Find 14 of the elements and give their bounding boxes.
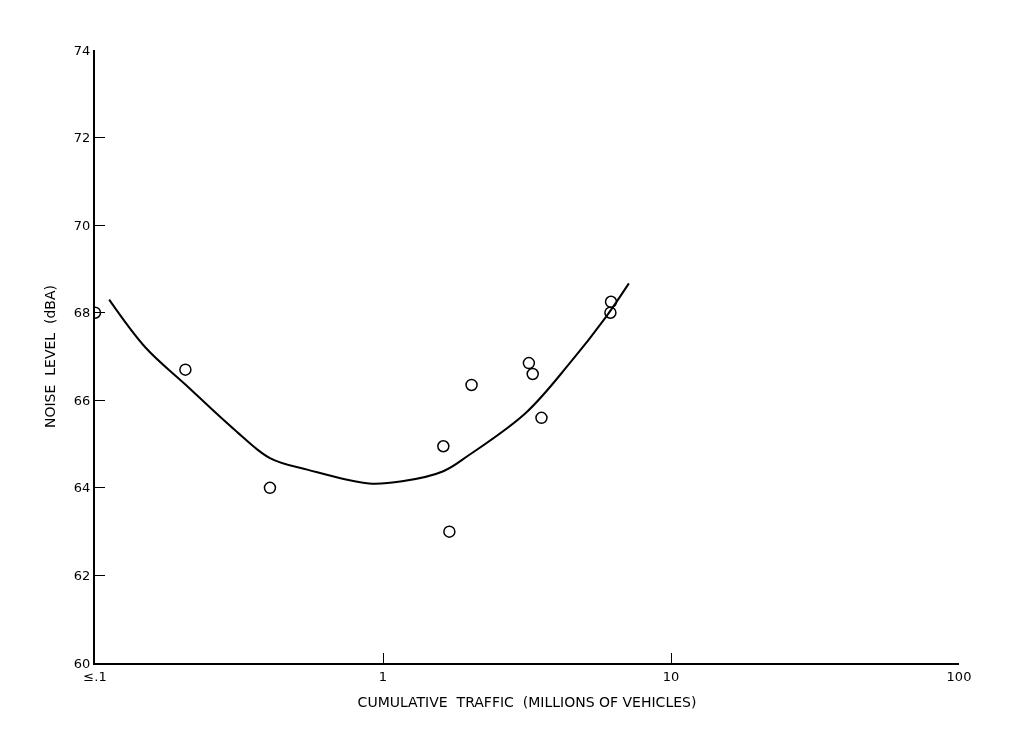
y-tick-label: 72 (73, 130, 91, 146)
x-tick-label: 100 (946, 668, 972, 684)
y-tick-label: 68 (73, 305, 91, 321)
y-tick-label: 62 (73, 567, 91, 583)
y-axis-title: NOISE LEVEL (dBA) (41, 284, 58, 429)
y-tick-label: 74 (73, 42, 91, 58)
x-axis-title: CUMULATIVE TRAFFIC (MILLIONS OF VEHICLES) (357, 694, 697, 711)
y-tick-label: 66 (73, 392, 91, 408)
x-tick-label: 1 (378, 668, 388, 684)
x-tick-label: 10 (662, 668, 680, 684)
y-tick-label: 60 (73, 655, 91, 671)
y-tick-label: 64 (73, 480, 91, 496)
x-tick-label: ≤.1 (83, 668, 107, 684)
y-tick-label: 70 (73, 217, 91, 233)
